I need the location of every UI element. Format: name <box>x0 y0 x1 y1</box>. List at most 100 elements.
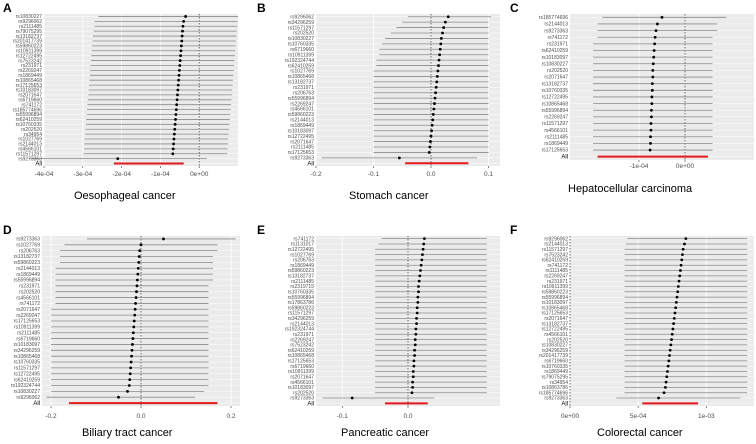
estimate-point-rs1869449 <box>430 123 434 127</box>
snp-label-rs34954: rs34954 <box>550 380 568 386</box>
tick-label-0: -4e-04 <box>35 171 54 178</box>
snp-label-rs55996894: rs55996894 <box>14 278 41 284</box>
snp-label-rs2269247: rs2269247 <box>290 337 314 343</box>
snp-label-rs2111485: rs2111485 <box>291 145 314 151</box>
estimate-point-rs2071647 <box>672 316 676 320</box>
tick-label-0: -1e-04 <box>630 163 649 170</box>
estimate-point-rs2269247 <box>650 115 653 119</box>
tick-label-2: 0.0 <box>426 171 435 178</box>
estimate-point-rs231971 <box>434 85 438 89</box>
snp-label-rs10911399: rs10911399 <box>288 52 314 58</box>
estimate-point-rs6719660 <box>175 98 179 102</box>
estimate-point-rs201417739 <box>668 354 671 357</box>
estimate-point-rs79075295 <box>665 375 669 379</box>
snp-label-rs2111485: rs2111485 <box>291 279 314 285</box>
snp-label-rs2071647: rs2071647 <box>18 93 42 99</box>
snp-label-rs2071647: rs2071647 <box>544 316 568 322</box>
estimate-point-rs2269247 <box>678 274 682 278</box>
snp-label-rs231971: rs231971 <box>293 332 314 338</box>
panel-label-d: D <box>3 223 12 237</box>
forest-plot-hepatocellular: rs185774696rs2144013rs9273363rs741172rs2… <box>539 14 754 170</box>
estimate-point-rs206763 <box>434 91 437 95</box>
estimate-point-rs9296062 <box>684 237 688 241</box>
estimate-point-rs10830227 <box>669 343 673 347</box>
snp-label-rs10760335: rs10760335 <box>288 289 315 295</box>
estimate-point-rs59860223 <box>415 306 419 310</box>
snp-label-rs4566101: rs4566101 <box>544 332 568 338</box>
estimate-point-rs1869449 <box>136 272 140 276</box>
snp-label-rs2071647: rs2071647 <box>16 307 40 313</box>
estimate-point-rs59860223 <box>137 260 141 264</box>
estimate-point-rs11571297 <box>171 152 175 156</box>
estimate-point-rs2144013 <box>136 266 140 270</box>
snp-label-rs9273363: rs9273363 <box>290 156 314 162</box>
estimate-point-rs11571297 <box>649 122 653 125</box>
panel-title-colorectal: Colorectal cancer <box>597 427 683 439</box>
snp-label-rs17125653: rs17125653 <box>542 311 569 317</box>
tick-label-1: -3e-04 <box>73 171 92 178</box>
snp-label-rs12722495: rs12722495 <box>288 247 315 253</box>
estimate-point-rs9273363 <box>654 29 658 32</box>
estimate-point-rs6719660 <box>412 364 416 368</box>
estimate-point-rs59860223 <box>431 113 435 116</box>
snp-label-rs10183097: rs10183097 <box>542 55 569 61</box>
snp-label-rs62410259: rs62410259 <box>16 117 43 123</box>
snp-label-rs10830227: rs10830227 <box>288 36 315 42</box>
snp-label-rs13182737: rs13182737 <box>542 321 569 327</box>
snp-label-rs59860223: rs59860223 <box>16 44 43 50</box>
snp-label-rs12722495: rs12722495 <box>14 371 41 377</box>
tick-label-4: 0e+00 <box>190 171 209 178</box>
snp-label-rs34296259: rs34296259 <box>14 348 41 354</box>
snp-label-rs10863786: rs10863786 <box>542 385 569 391</box>
snp-label-rs1111485: rs1111485 <box>545 268 568 274</box>
estimate-point-rs10760335 <box>666 364 670 368</box>
tick-label-2: 1e-03 <box>698 413 715 420</box>
snp-label-rs6719660: rs6719660 <box>544 359 568 365</box>
snp-label-rs741172: rs741172 <box>548 263 569 269</box>
snp-label-rs206763: rs206763 <box>293 258 314 264</box>
estimate-point-rs1027769 <box>172 137 176 141</box>
estimate-point-rs10911399 <box>132 325 136 329</box>
estimate-point-rs192324744 <box>437 58 441 62</box>
snp-label-rs741172: rs741172 <box>294 236 315 242</box>
snp-label-rs34954: rs34954 <box>24 132 42 138</box>
estimate-point-rs2319715 <box>417 285 420 288</box>
snp-label-rs10865468: rs10865468 <box>288 353 315 359</box>
estimate-point-rs2144013 <box>172 142 175 146</box>
snp-label-rs206763: rs206763 <box>293 90 314 96</box>
snp-label-rs10760335: rs10760335 <box>14 360 41 366</box>
estimate-point-rs206763 <box>420 258 424 262</box>
snp-label-rs62410259: rs62410259 <box>288 63 315 69</box>
estimate-point-rs10863786 <box>664 386 667 389</box>
snp-label-rs10911399: rs10911399 <box>14 325 40 331</box>
estimate-point-rs7523242 <box>178 59 182 62</box>
estimate-point-rs10865468 <box>130 354 133 358</box>
snp-label-rs2144013: rs2144013 <box>16 266 40 272</box>
snp-label-rs12722495: rs12722495 <box>542 95 569 101</box>
snp-label-rs55996894: rs55996894 <box>288 295 315 301</box>
estimate-point-rs2144013 <box>656 22 659 26</box>
snp-label-rs17125653: rs17125653 <box>288 359 315 365</box>
snp-label-rs2071647: rs2071647 <box>290 374 314 380</box>
estimate-point-rs2071647 <box>429 140 432 143</box>
estimate-point-rs34954 <box>664 380 668 384</box>
estimate-point-rs1027769 <box>436 69 440 73</box>
estimate-point-rs9273363 <box>350 396 354 400</box>
snp-label-rs201417739: rs201417739 <box>539 353 568 359</box>
estimate-point-rs10183097 <box>652 55 656 59</box>
estimate-point-rs2071647 <box>133 307 137 311</box>
snp-label-rs10183097: rs10183097 <box>16 88 43 94</box>
snp-label-rs192324744: rs192324744 <box>285 327 314 333</box>
estimate-point-rs10183097 <box>176 88 180 92</box>
tick-label-0: -0.1 <box>337 413 349 420</box>
snp-label-rs1869449: rs1869449 <box>544 369 568 375</box>
estimate-point-rs10865468 <box>435 75 439 78</box>
estimate-point-rs231971 <box>178 64 182 67</box>
estimate-point-rs12722495 <box>179 54 182 58</box>
snp-label-rs2269247: rs2269247 <box>544 115 568 121</box>
snp-label-rs10760335: rs10760335 <box>542 364 569 370</box>
estimate-point-rs4566101 <box>649 128 653 132</box>
estimate-point-rs1111485 <box>679 269 682 272</box>
estimate-point-rs62410259 <box>128 378 132 382</box>
snp-label-rs13182737: rs13182737 <box>16 34 43 40</box>
